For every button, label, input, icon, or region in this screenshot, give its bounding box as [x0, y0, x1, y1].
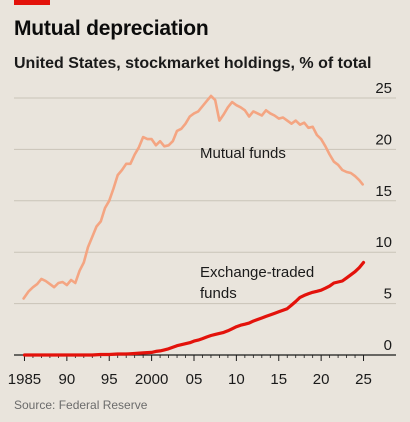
x-tick-label: 10 — [228, 371, 245, 388]
series-lines — [22, 94, 366, 357]
y-tick-label: 0 — [384, 337, 392, 354]
x-tick-label: 90 — [59, 371, 76, 388]
y-tick-labels: 0 5 10 15 20 25 — [375, 80, 392, 354]
y-tick-label: 10 — [375, 234, 392, 251]
annotation-etf-line2: funds — [200, 285, 237, 302]
x-tick-label: 2000 — [135, 371, 168, 388]
brand-red-tag — [14, 0, 50, 5]
x-tick-label: 25 — [355, 371, 372, 388]
x-axis: 1985 90 95 2000 05 10 15 20 25 — [8, 354, 396, 388]
x-tick-label: 20 — [313, 371, 330, 388]
x-tick-label: 1985 — [8, 371, 41, 388]
y-tick-label: 20 — [375, 131, 392, 148]
x-tick-label: 15 — [270, 371, 287, 388]
annotation-etf-line1: Exchange-traded — [200, 264, 314, 281]
x-tick-label: 95 — [101, 371, 118, 388]
y-tick-label: 5 — [384, 286, 392, 303]
gridlines — [14, 97, 396, 305]
chart-subtitle: United States, stockmarket holdings, % o… — [14, 55, 372, 72]
chart-title: Mutual depreciation — [14, 17, 209, 40]
annotations: Mutual funds Exchange-traded funds — [200, 145, 314, 302]
y-tick-label: 25 — [375, 80, 392, 97]
series-line-etfs — [22, 260, 366, 357]
y-tick-label: 15 — [375, 183, 392, 200]
x-tick-label: 05 — [186, 371, 203, 388]
source-note: Source: Federal Reserve — [14, 398, 148, 412]
annotation-mutual-funds: Mutual funds — [200, 145, 286, 162]
series-line-mutual-funds — [22, 94, 364, 300]
